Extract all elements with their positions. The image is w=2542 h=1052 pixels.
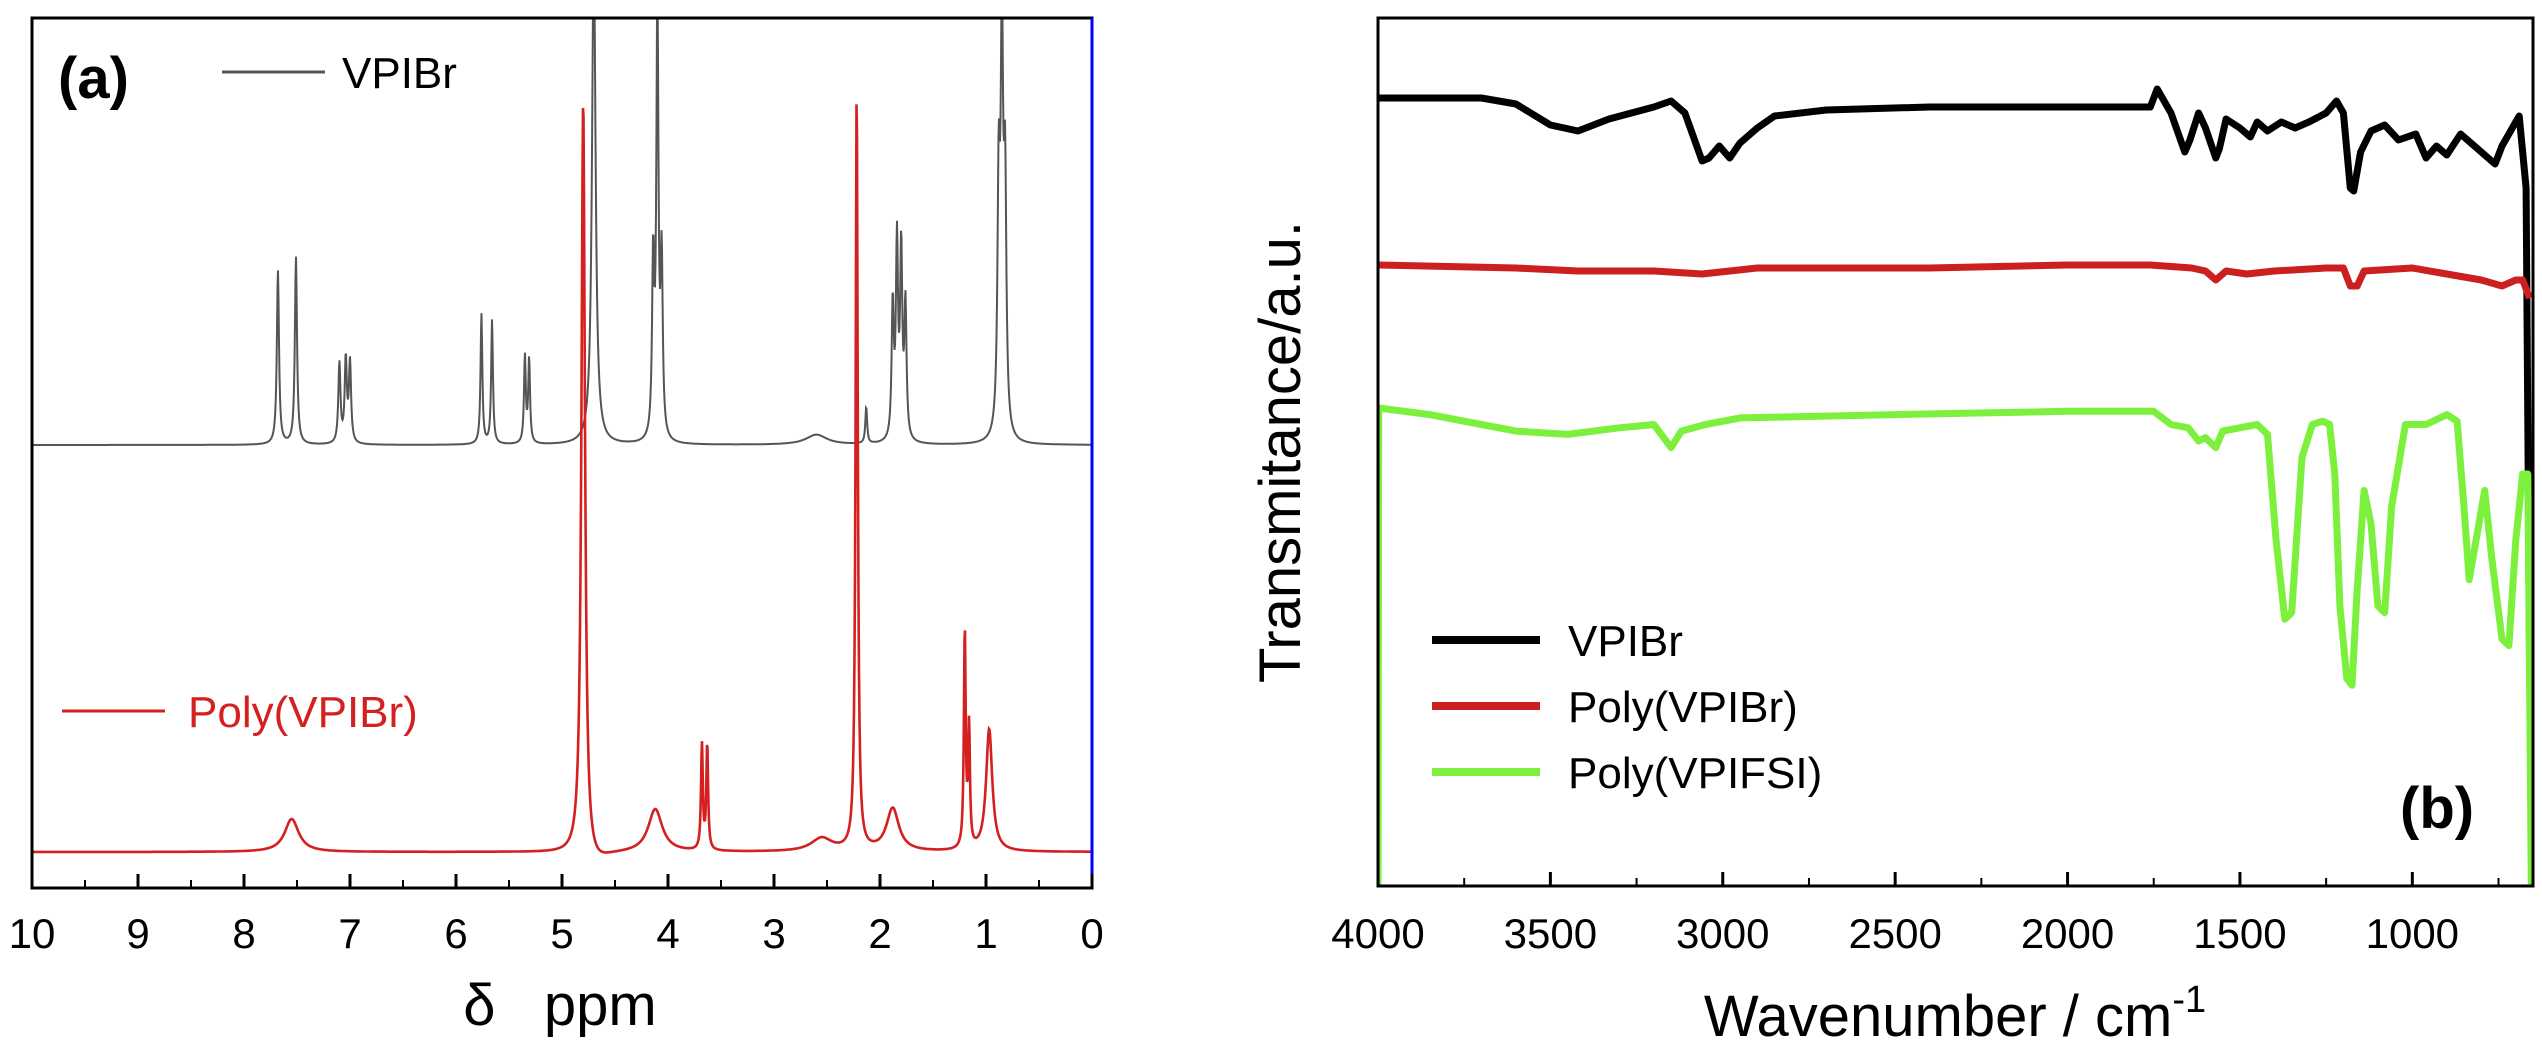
series-poly-vpifsi-line bbox=[1378, 404, 2533, 886]
chart-b-plot-area bbox=[1378, 18, 2533, 886]
x-tick-label: 4000 bbox=[1331, 910, 1424, 957]
x-tick-label: 10 bbox=[9, 910, 56, 957]
chart-b-y-axis-label: Transmitance/a.u. bbox=[1248, 221, 1313, 683]
chart-b-x-axis-label-main: Wavenumber / cm bbox=[1704, 984, 2172, 1049]
x-tick-label: 3000 bbox=[1676, 910, 1769, 957]
x-tick-label: 2 bbox=[868, 910, 891, 957]
chart-a-legend: VPIBr Poly(VPIBr) bbox=[62, 49, 457, 737]
chart-b-x-axis: 4000 3500 3000 2500 2000 1500 1000 bbox=[1331, 872, 2500, 957]
chart-b: 4000 3500 3000 2500 2000 1500 1000 Transmitanc… bbox=[1248, 16, 2535, 1049]
chart-b-panel-label: (b) bbox=[2400, 776, 2474, 841]
legend-b-poly-vpifsi-label: Poly(VPIFSI) bbox=[1568, 749, 1822, 798]
legend-b-vpibr-label: VPIBr bbox=[1568, 617, 1683, 666]
chart-a: 10 9 8 7 6 5 4 3 2 1 0 (a) VPIBr Poly(VPIBr) δ ppm bbox=[9, 16, 1104, 1038]
legend-a-vpibr-label: VPIBr bbox=[342, 49, 457, 98]
x-tick-label: 7 bbox=[338, 910, 361, 957]
series-poly-vpibr-line bbox=[32, 104, 1092, 854]
x-tick-label: 0 bbox=[1080, 910, 1103, 957]
chart-a-traces bbox=[32, 18, 1092, 854]
x-tick-label: 8 bbox=[232, 910, 255, 957]
series-vpibr-line bbox=[32, 18, 1092, 446]
legend-b-poly-vpibr-label: Poly(VPIBr) bbox=[1568, 683, 1798, 732]
chart-b-frame bbox=[1376, 16, 2535, 888]
chart-a-x-axis-label: δ ppm bbox=[463, 973, 656, 1038]
chart-a-plot-area bbox=[32, 18, 1092, 888]
legend-a-poly-vpibr-label: Poly(VPIBr) bbox=[188, 688, 418, 737]
x-tick-label: 1 bbox=[974, 910, 997, 957]
x-tick-label: 4 bbox=[656, 910, 679, 957]
chart-b-legend: VPIBr Poly(VPIBr) Poly(VPIFSI) bbox=[1432, 617, 1822, 798]
x-tick-label: 2000 bbox=[2021, 910, 2114, 957]
chart-b-x-axis-label: Wavenumber / cm-1 bbox=[1704, 979, 2206, 1049]
chart-a-x-axis: 10 9 8 7 6 5 4 3 2 1 0 bbox=[9, 874, 1104, 957]
x-tick-label: 2500 bbox=[1848, 910, 1941, 957]
x-tick-label: 1000 bbox=[2366, 910, 2459, 957]
chart-b-traces bbox=[1378, 85, 2533, 886]
series-poly-vpibr-line bbox=[1378, 261, 2533, 300]
chart-b-x-axis-label-superscript: -1 bbox=[2172, 979, 2206, 1021]
series-vpibr-line bbox=[1378, 85, 2533, 669]
x-tick-label: 1500 bbox=[2193, 910, 2286, 957]
x-tick-label: 9 bbox=[126, 910, 149, 957]
chart-a-panel-label: (a) bbox=[58, 46, 129, 111]
x-tick-label: 6 bbox=[444, 910, 467, 957]
x-tick-label: 3 bbox=[762, 910, 785, 957]
x-tick-label: 5 bbox=[550, 910, 573, 957]
x-tick-label: 3500 bbox=[1504, 910, 1597, 957]
